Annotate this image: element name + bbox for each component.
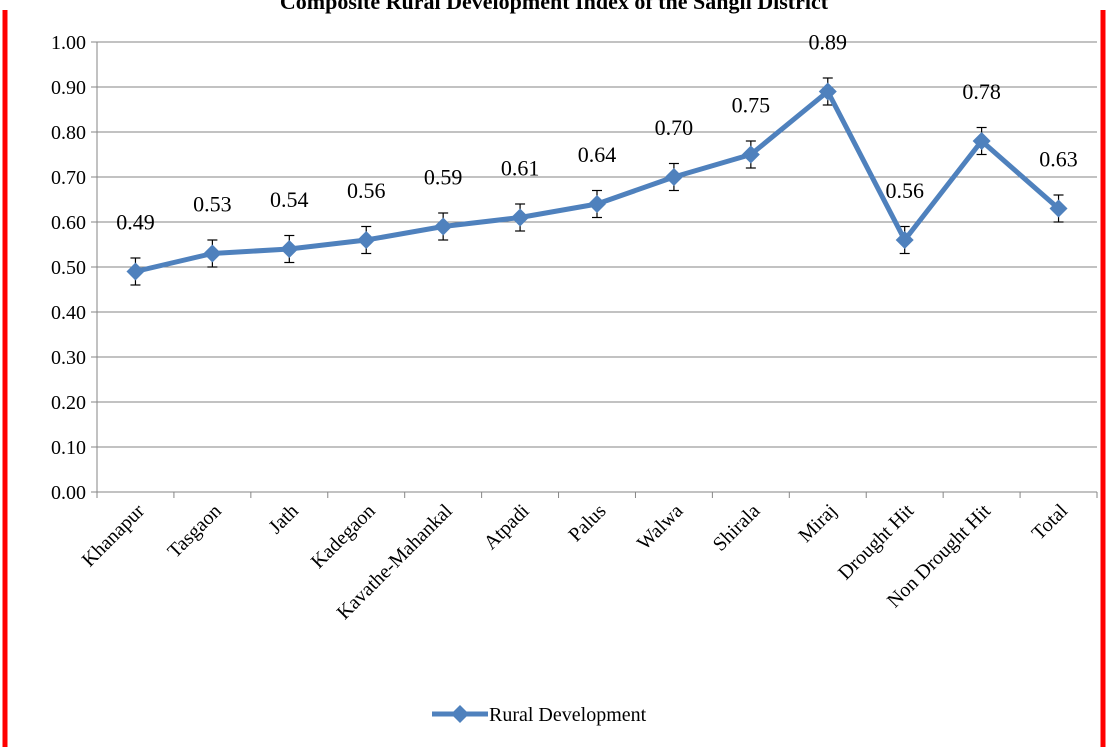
data-label: 0.78 xyxy=(962,79,1001,104)
legend-marker xyxy=(451,705,469,723)
data-label: 0.75 xyxy=(732,93,771,118)
y-tick-label: 0.10 xyxy=(51,437,86,459)
data-label: 0.49 xyxy=(116,210,155,235)
x-tick-label: Total xyxy=(1028,500,1073,545)
data-label: 0.59 xyxy=(424,165,463,190)
y-tick-label: 0.00 xyxy=(51,482,86,504)
x-tick-label: Palus xyxy=(564,500,610,546)
data-point xyxy=(588,195,606,213)
y-tick-label: 0.90 xyxy=(51,77,86,99)
y-tick-label: 0.30 xyxy=(51,347,86,369)
data-label: 0.89 xyxy=(809,30,848,55)
y-tick-label: 0.70 xyxy=(51,167,86,189)
data-point xyxy=(818,82,837,101)
data-point xyxy=(126,262,145,281)
data-label: 0.63 xyxy=(1039,147,1078,172)
x-tick-label: Shirala xyxy=(709,500,765,556)
data-point xyxy=(664,168,683,186)
data-label: 0.54 xyxy=(270,187,309,212)
legend-label: Rural Development xyxy=(489,704,647,726)
y-tick-label: 1.00 xyxy=(51,32,86,54)
data-point xyxy=(1049,199,1068,218)
frame-border xyxy=(2,10,1106,747)
x-tick-labels: Khanapur Tasgaon Jath KadegaonKavathe-Mahan… xyxy=(78,500,1073,624)
data-label: 0.56 xyxy=(347,178,386,203)
data-label: 0.53 xyxy=(193,192,232,217)
legend: Rural Development xyxy=(432,704,647,726)
data-point xyxy=(203,244,222,263)
y-tick-label: 0.20 xyxy=(51,392,86,414)
data-point xyxy=(434,217,453,236)
data-point xyxy=(741,145,760,164)
x-tick-label: Atpadi xyxy=(480,500,534,554)
y-tick-label: 0.60 xyxy=(51,212,86,234)
series-markers xyxy=(126,82,1068,281)
y-tick-label: 0.80 xyxy=(51,122,86,144)
x-tick-label: Khanapur xyxy=(78,500,150,572)
x-tick-label: Walwa xyxy=(633,500,688,555)
x-tick-label: Drought Hit xyxy=(834,500,919,585)
data-point xyxy=(511,208,530,227)
x-tick-label: Tasgaon xyxy=(163,500,225,562)
y-tick-labels: 0.00 0.10 0.20 0.30 0.40 0.50 0.60 0.70 0.80 0.90… xyxy=(51,32,86,504)
data-label: 0.64 xyxy=(578,142,617,167)
data-label: 0.70 xyxy=(655,115,694,140)
data-point xyxy=(280,240,299,258)
chart-border xyxy=(2,10,1106,747)
data-point xyxy=(895,231,914,249)
x-tick-label: Miraj xyxy=(794,500,841,547)
data-point xyxy=(972,132,991,150)
data-labels: 0.49 0.53 0.54 0.56 0.59 0.61 0.64 0.70 0.75 0.89… xyxy=(116,30,1078,235)
y-tick-label: 0.50 xyxy=(51,257,86,279)
data-point xyxy=(357,231,376,249)
y-tick-label: 0.40 xyxy=(51,302,86,324)
chart-title: Composite Rural Development Index of the… xyxy=(279,0,829,14)
x-tick-label: Kadegaon xyxy=(307,500,380,573)
data-label: 0.61 xyxy=(501,156,540,181)
axes xyxy=(91,41,1098,498)
data-label: 0.56 xyxy=(885,178,924,203)
gridlines xyxy=(97,41,1097,448)
x-tick-label: Jath xyxy=(265,500,303,538)
